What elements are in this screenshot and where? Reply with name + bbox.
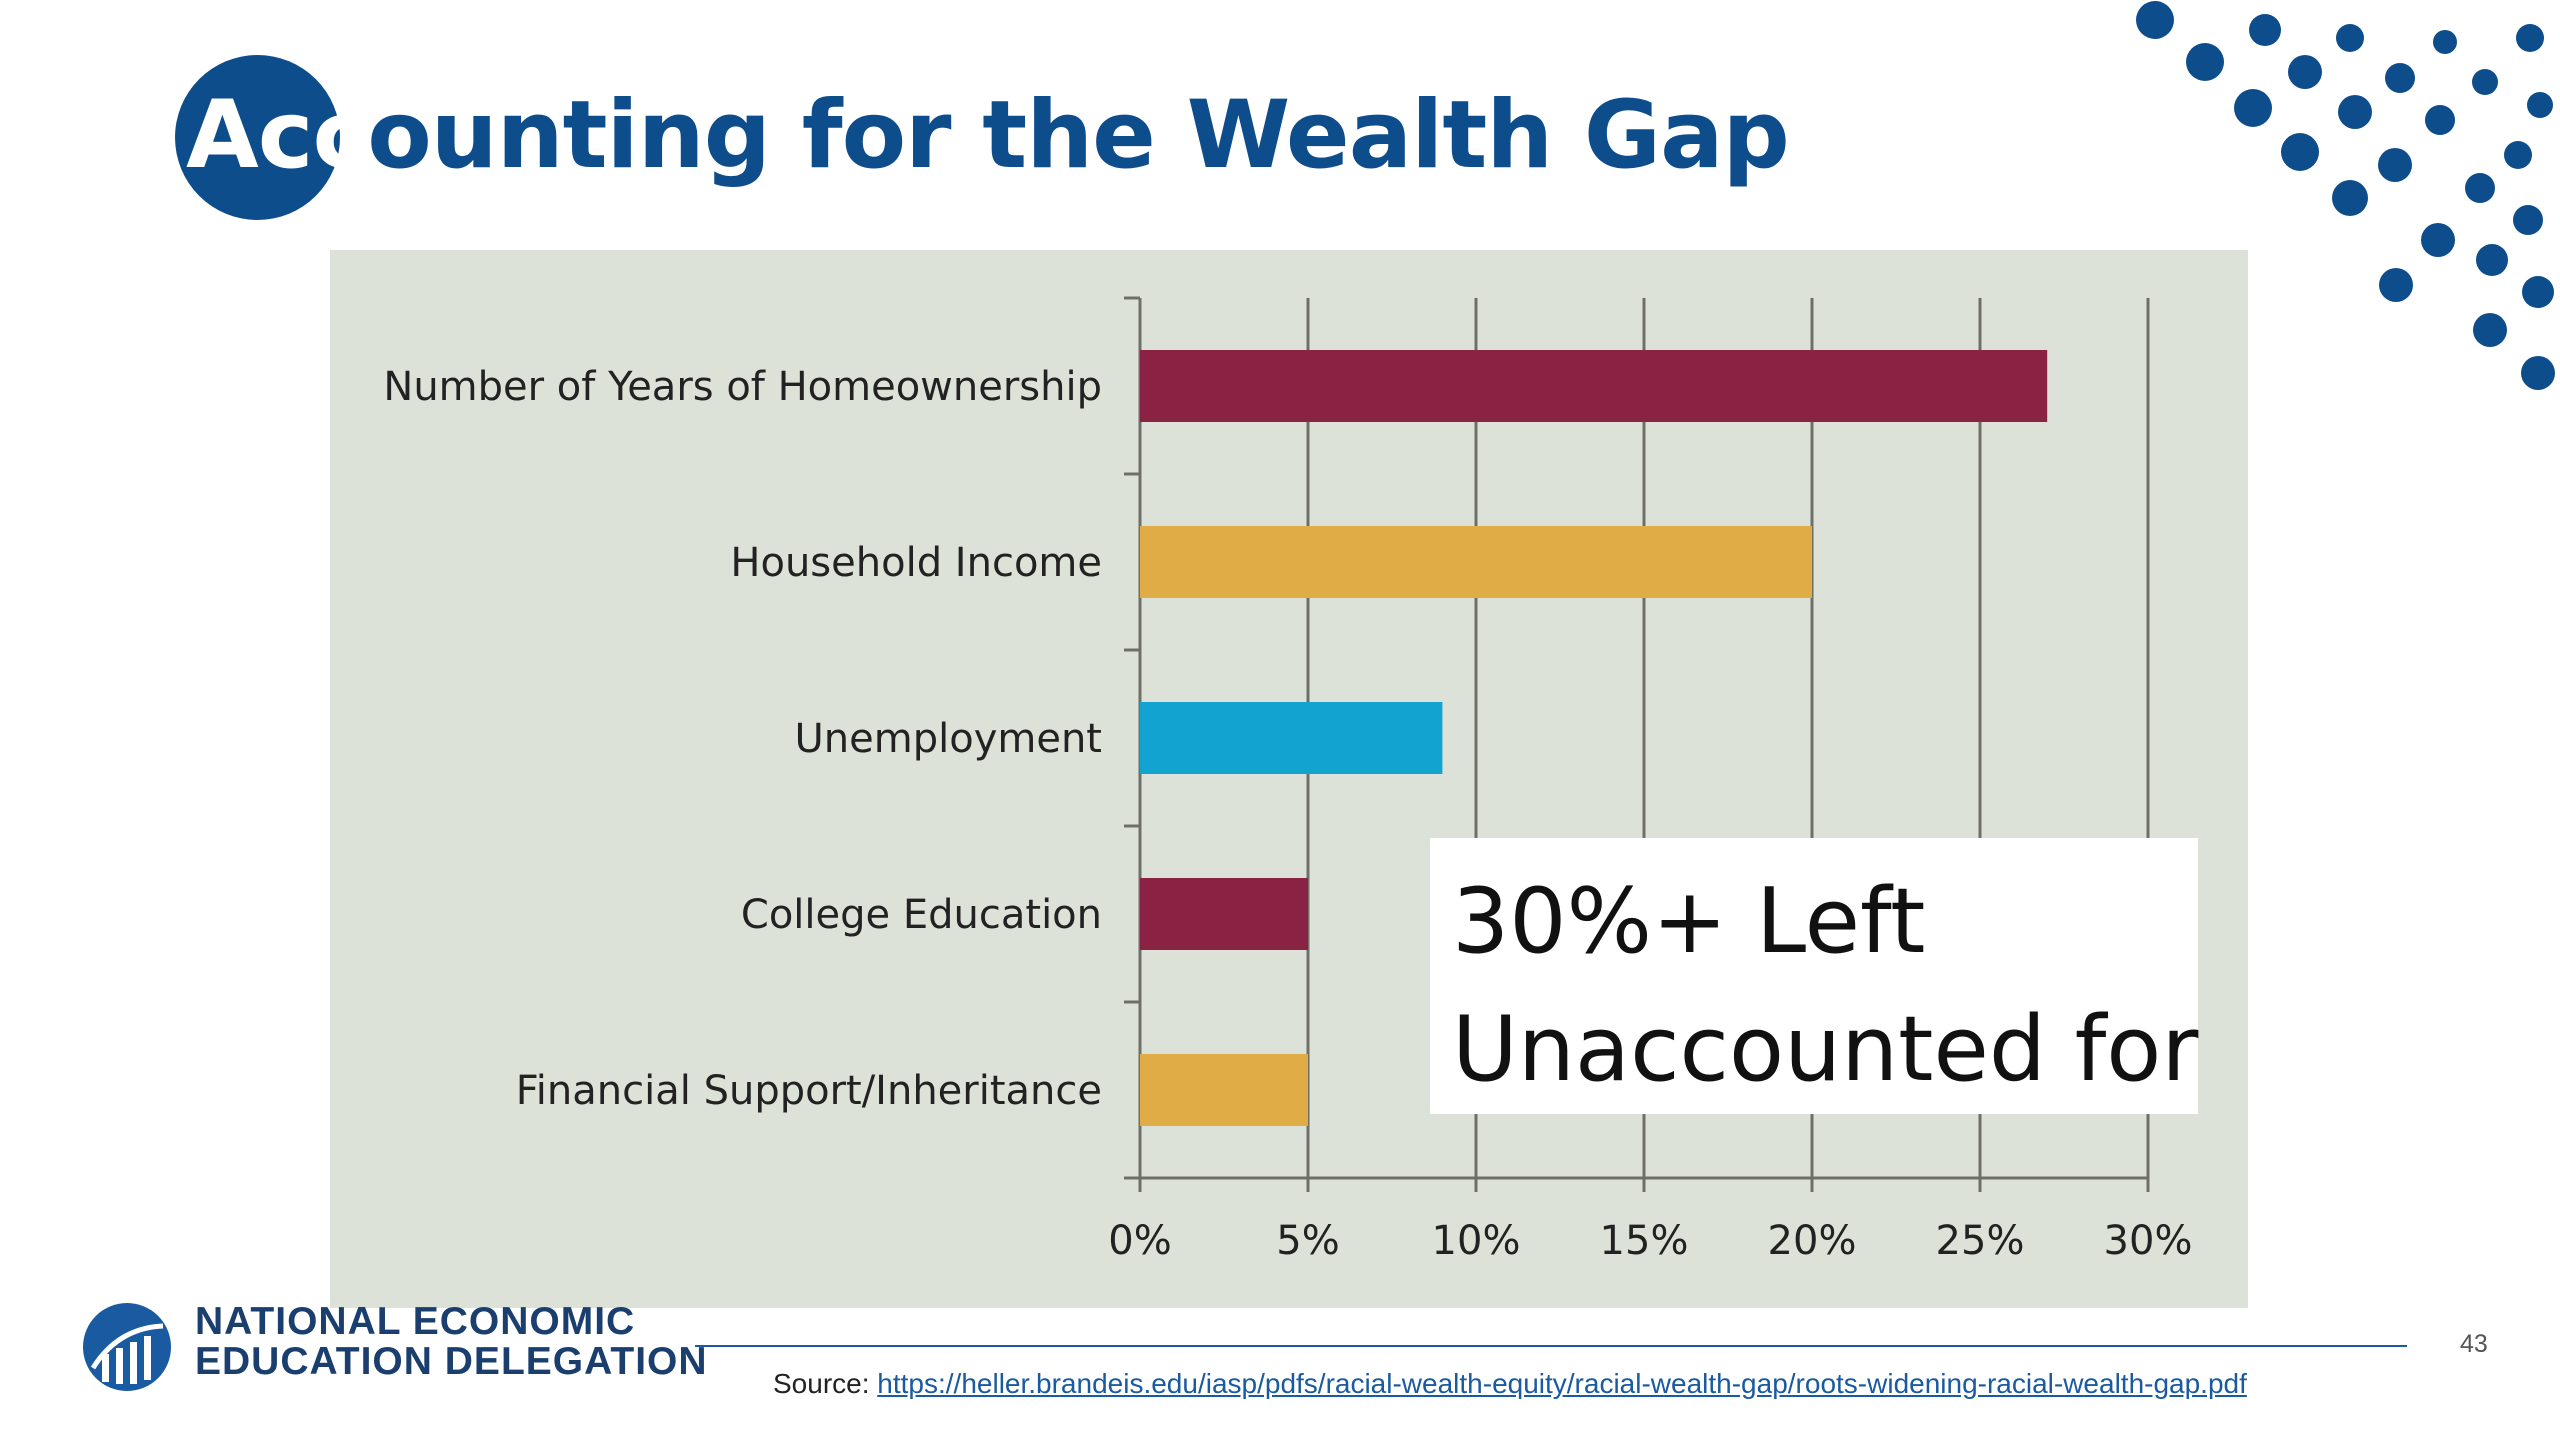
decorative-dot [2234, 89, 2272, 127]
decorative-dot [2465, 173, 2495, 203]
bar [1140, 350, 2048, 422]
decorative-dot [2472, 69, 2498, 95]
x-tick-label: 25% [1936, 1218, 2025, 1264]
x-tick-label: 15% [1600, 1218, 1689, 1264]
chart-panel: 0% 5% 10% 15% 20% 25% 30% Number of Years of Ho… [330, 250, 2248, 1308]
decorative-dot [2522, 276, 2554, 308]
decorative-dot [2516, 24, 2544, 52]
decorative-dot [2186, 43, 2224, 81]
bar [1140, 878, 1308, 950]
decorative-dot-pattern [2136, 1, 2555, 390]
slide-title-rest: ounting for the Wealth Gap [367, 81, 1790, 190]
decorative-dot [2504, 141, 2532, 169]
source-citation: Source: https://heller.brandeis.edu/iasp… [773, 1368, 2247, 1400]
decorative-dot [2433, 30, 2457, 54]
page-number: 43 [2460, 1330, 2488, 1358]
decorative-dot [2379, 268, 2413, 302]
decorative-dot [2332, 180, 2368, 216]
decorative-dot [2136, 1, 2174, 39]
category-label: Unemployment [795, 716, 1102, 762]
category-label: Household Income [730, 540, 1102, 586]
decorative-dot [2527, 92, 2553, 118]
callout-line-2: Unaccounted for [1452, 997, 2199, 1102]
callout-line-1: 30%+ Left [1452, 869, 1926, 974]
decorative-dot [2378, 148, 2412, 182]
x-tick-label: 10% [1432, 1218, 1521, 1264]
category-label: College Education [741, 892, 1102, 938]
category-label: Financial Support/Inheritance [516, 1068, 1102, 1114]
organization-name-line-1: NATIONAL ECONOMIC [195, 1300, 636, 1343]
bar [1140, 1054, 1308, 1126]
decorative-dot [2425, 105, 2455, 135]
source-link[interactable]: https://heller.brandeis.edu/iasp/pdfs/ra… [877, 1368, 2247, 1399]
callout-box: 30%+ Left Unaccounted for [1430, 838, 2198, 1114]
decorative-dot [2338, 95, 2372, 129]
organization-name-line-2: EDUCATION DELEGATION [195, 1340, 708, 1383]
organization-name: NATIONAL ECONOMIC EDUCATION DELEGATION [195, 1302, 708, 1382]
footer-divider [695, 1345, 2407, 1347]
source-label: Source: [773, 1368, 878, 1399]
bar-chart: 0% 5% 10% 15% 20% 25% 30% Number of Years of Ho… [383, 296, 2193, 1264]
x-tick-label: 5% [1276, 1218, 1339, 1264]
decorative-dot [2288, 55, 2322, 89]
decorative-dot [2473, 313, 2507, 347]
decorative-dot [2476, 244, 2508, 276]
title-accent-circle [175, 55, 340, 220]
slide-title: Accounting for the Wealth Gap [186, 68, 1790, 203]
x-tick-label: 20% [1768, 1218, 1857, 1264]
x-tick-label: 30% [2104, 1218, 2193, 1264]
decorative-dot [2513, 205, 2543, 235]
decorative-dot [2281, 133, 2319, 171]
organization-logo-icon [83, 1303, 171, 1391]
decorative-dot [2336, 24, 2364, 52]
decorative-dot [2521, 356, 2555, 390]
decorative-dot [2385, 63, 2415, 93]
decorative-dot [2249, 14, 2281, 46]
x-tick-label: 0% [1108, 1218, 1171, 1264]
bar [1140, 702, 1443, 774]
bar [1140, 526, 1812, 598]
category-label: Number of Years of Homeownership [383, 364, 1102, 410]
decorative-dot [2421, 223, 2455, 257]
slide-title-circle-part: Acc [186, 81, 368, 190]
